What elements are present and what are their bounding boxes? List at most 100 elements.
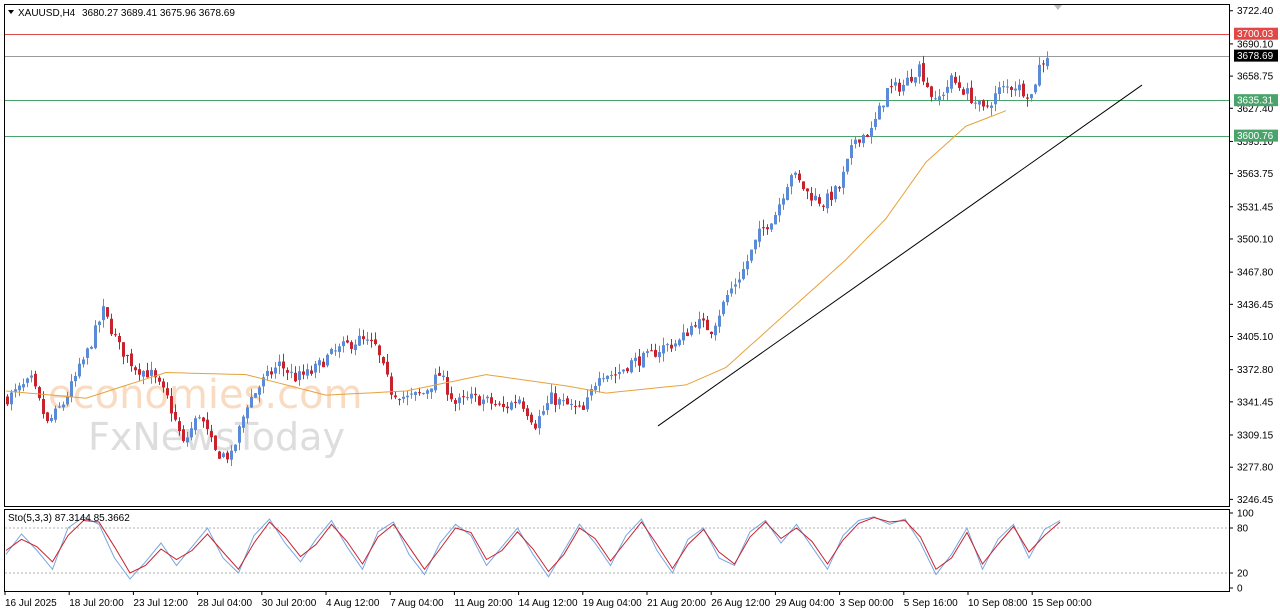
ma-line bbox=[5, 110, 1007, 399]
candle-body bbox=[630, 360, 633, 373]
time-tick-label: 10 Sep 08:00 bbox=[968, 598, 1028, 609]
candle-body bbox=[182, 429, 185, 442]
candle-body bbox=[254, 393, 257, 398]
candle-body bbox=[170, 396, 173, 414]
candle-body bbox=[882, 105, 885, 108]
candle-body bbox=[466, 397, 469, 399]
candle-body bbox=[18, 385, 21, 391]
candle-body bbox=[262, 377, 265, 387]
candle-body bbox=[1038, 64, 1041, 86]
candle-body bbox=[206, 419, 209, 430]
candle-body bbox=[718, 315, 721, 327]
candle-body bbox=[638, 356, 641, 366]
candle-body bbox=[562, 400, 565, 402]
candle-body bbox=[302, 371, 305, 375]
candle-body bbox=[926, 82, 929, 88]
candle-body bbox=[918, 64, 921, 77]
scroll-marker-icon[interactable] bbox=[1054, 5, 1062, 10]
stoch-tick-label: 80 bbox=[1237, 524, 1249, 535]
stochastic-panel[interactable] bbox=[4, 509, 1230, 592]
candle-body bbox=[286, 370, 289, 373]
candle-body bbox=[682, 332, 685, 341]
candle-body bbox=[786, 187, 789, 200]
candle-body bbox=[994, 93, 997, 105]
candle-body bbox=[894, 82, 897, 86]
candle-body bbox=[1014, 88, 1017, 91]
time-tick-label: 5 Sep 16:00 bbox=[904, 598, 958, 609]
candle-body bbox=[246, 407, 249, 419]
stoch-line-main bbox=[5, 516, 1061, 580]
candle-body bbox=[1042, 63, 1045, 65]
candle-body bbox=[62, 404, 65, 408]
dropdown-arrow-icon[interactable] bbox=[8, 10, 14, 14]
time-tick-label: 15 Sep 00:00 bbox=[1032, 598, 1092, 609]
candle-body bbox=[890, 86, 893, 88]
candle-body bbox=[282, 361, 285, 369]
candle-body bbox=[422, 393, 425, 395]
candle-body bbox=[214, 435, 217, 450]
candle-body bbox=[742, 269, 745, 279]
candle-body bbox=[78, 363, 81, 377]
price-tick-label: 3500.10 bbox=[1237, 234, 1274, 245]
trendline[interactable] bbox=[657, 84, 1143, 427]
candle-body bbox=[930, 86, 933, 97]
candle-body bbox=[438, 372, 441, 376]
candle-body bbox=[782, 198, 785, 205]
stoch-tick-label: 100 bbox=[1237, 509, 1254, 520]
candle-body bbox=[806, 188, 809, 192]
level-badge-label: 3600.76 bbox=[1237, 131, 1274, 142]
candle-body bbox=[362, 336, 365, 340]
candle-body bbox=[774, 215, 777, 225]
candle-body bbox=[10, 392, 13, 405]
candle-body bbox=[230, 450, 233, 460]
candle-body bbox=[634, 357, 637, 362]
candle-body bbox=[290, 371, 293, 373]
level-badge-label: 3635.31 bbox=[1237, 96, 1274, 107]
price-axis[interactable]: 3722.40 3690.10 3658.75 3627.40 3595.10 3563.… bbox=[1229, 6, 1278, 506]
candle-body bbox=[322, 361, 325, 368]
price-tick-label: 3246.45 bbox=[1237, 495, 1274, 506]
candle-body bbox=[670, 344, 673, 349]
candle-body bbox=[186, 437, 189, 443]
candle-body bbox=[870, 127, 873, 137]
candle-body bbox=[546, 403, 549, 411]
time-tick-label: 18 Jul 20:00 bbox=[69, 598, 124, 609]
candle-body bbox=[778, 204, 781, 216]
candle-body bbox=[126, 354, 129, 356]
candle-body bbox=[58, 406, 61, 408]
candle-body bbox=[342, 341, 345, 347]
candle-body bbox=[570, 404, 573, 406]
candle-body bbox=[50, 417, 53, 422]
stochastic-lines bbox=[5, 516, 1229, 580]
candle-body bbox=[222, 453, 225, 457]
candle-body bbox=[902, 84, 905, 92]
level-badge-support bbox=[1234, 129, 1278, 142]
candle-body bbox=[490, 397, 493, 404]
candle-body bbox=[242, 416, 245, 428]
candle-body bbox=[102, 306, 105, 321]
candle-body bbox=[450, 393, 453, 400]
candle-body bbox=[702, 318, 705, 321]
candle-body bbox=[482, 399, 485, 405]
candle-body bbox=[1034, 84, 1037, 93]
time-axis[interactable]: 16 Jul 2025 18 Jul 20:00 23 Jul 12:00 28 Ju… bbox=[4, 591, 1092, 609]
time-tick-label: 4 Aug 12:00 bbox=[326, 598, 380, 609]
candle-body bbox=[574, 405, 577, 407]
candle-body bbox=[838, 187, 841, 189]
candle-body bbox=[486, 396, 489, 399]
candle-body bbox=[602, 378, 605, 380]
candle-body bbox=[270, 371, 273, 375]
candle-body bbox=[910, 76, 913, 82]
candle-body bbox=[850, 145, 853, 159]
candle-body bbox=[814, 195, 817, 201]
time-tick-label: 26 Aug 12:00 bbox=[711, 598, 770, 609]
candle-body bbox=[522, 401, 525, 409]
candle-body bbox=[74, 376, 77, 382]
candle-body bbox=[802, 181, 805, 190]
candle-body bbox=[294, 372, 297, 382]
candle-body bbox=[6, 396, 9, 405]
candle-body bbox=[54, 408, 57, 420]
candle-body bbox=[582, 405, 585, 410]
price-tick-label: 3627.40 bbox=[1237, 104, 1274, 115]
